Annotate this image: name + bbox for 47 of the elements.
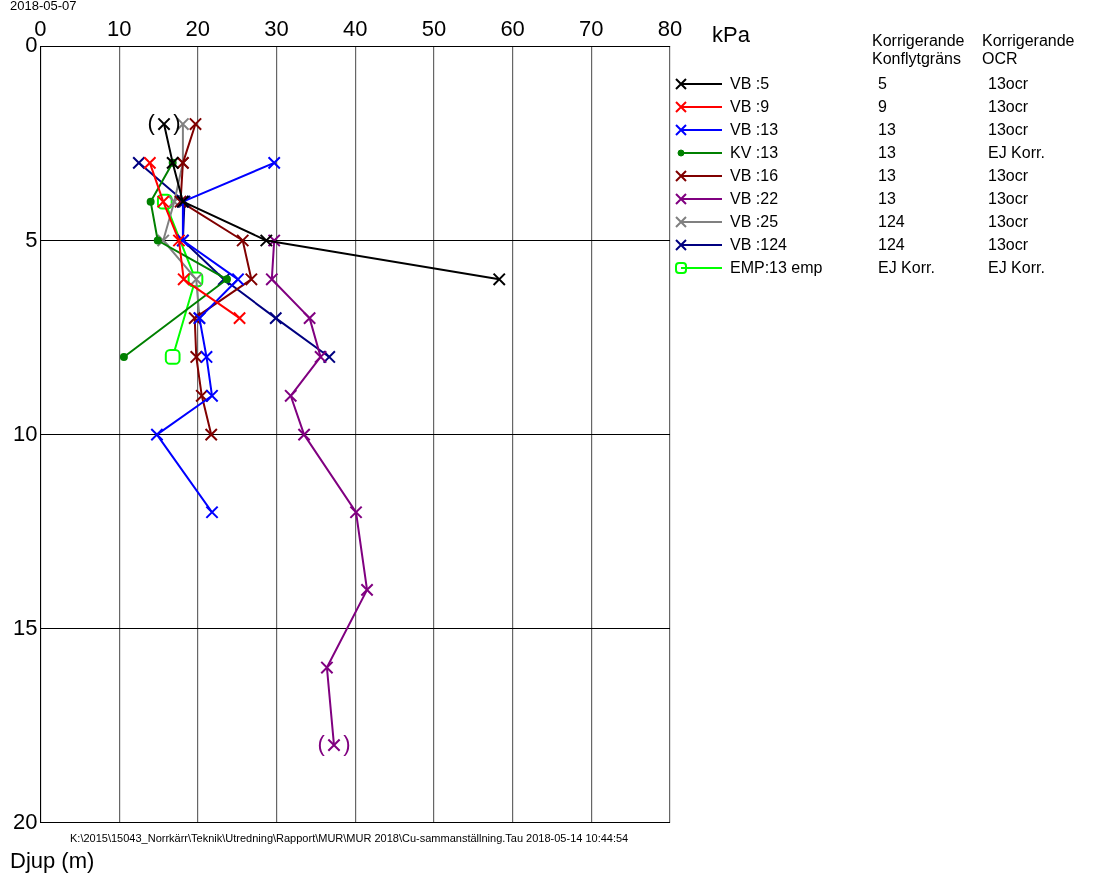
text: 124 (878, 212, 906, 231)
text: K:\2015\15043_Norrkärr\Teknik\Utredning\Rapport\MUR\MUR 2018\Cu-sammanställning.Tau 2018-05-14 10:44:54 (70, 832, 629, 844)
x-tick-label: 40 (342, 16, 368, 42)
text: EJ Korr. (988, 258, 1046, 277)
text: 13ocr (988, 189, 1030, 208)
text: 13 (878, 120, 897, 139)
text: 13 (878, 189, 897, 208)
x-tick-label: 30 (264, 16, 289, 42)
text: 13 (878, 166, 897, 185)
text: EJ Korr. (878, 258, 936, 277)
text: 13ocr (988, 120, 1030, 139)
text: 13ocr (988, 235, 1030, 254)
text: Korrigerande Konflytgräns (872, 32, 966, 68)
annotation: ( ) (317, 731, 351, 757)
x-tick-label: 60 (500, 16, 525, 42)
text: 13ocr (988, 97, 1030, 116)
y-tick-label: 10 (12, 420, 38, 446)
text: Korrigerande OCR (982, 32, 1076, 68)
legend-label: VB :16 (729, 166, 780, 185)
y-tick-label: 5 (25, 226, 38, 252)
y-tick-label: 15 (12, 614, 38, 640)
x-tick-label: 50 (421, 16, 447, 42)
text: 124 (878, 235, 906, 254)
text: 2018-05-07 (10, 0, 77, 13)
text: 9 (878, 97, 888, 116)
text: 5 (878, 74, 888, 93)
y-axis-title: Djup (m) (10, 848, 95, 874)
x-tick-label: 20 (185, 16, 211, 42)
legend-label: VB :25 (729, 212, 780, 231)
annotation: ( ) (147, 110, 181, 136)
legend-label: EMP:13 emp (729, 258, 824, 277)
text: 13ocr (988, 166, 1030, 185)
text: EJ Korr. (988, 143, 1046, 162)
legend-label: KV :13 (729, 143, 780, 162)
text: 13 (878, 143, 897, 162)
x-axis-title: kPa (712, 22, 750, 48)
x-tick-label: 10 (106, 16, 132, 42)
x-tick-label: 80 (657, 16, 683, 42)
text: 13ocr (988, 74, 1030, 93)
y-tick-label: 20 (12, 808, 38, 834)
legend-label: VB :124 (729, 235, 788, 254)
x-tick-label: 70 (579, 16, 604, 42)
legend-label: VB :5 (729, 74, 771, 93)
legend-label: VB :22 (729, 189, 780, 208)
legend-label: VB :9 (729, 97, 771, 116)
text: 13ocr (988, 212, 1030, 231)
legend-label: VB :13 (729, 120, 780, 139)
